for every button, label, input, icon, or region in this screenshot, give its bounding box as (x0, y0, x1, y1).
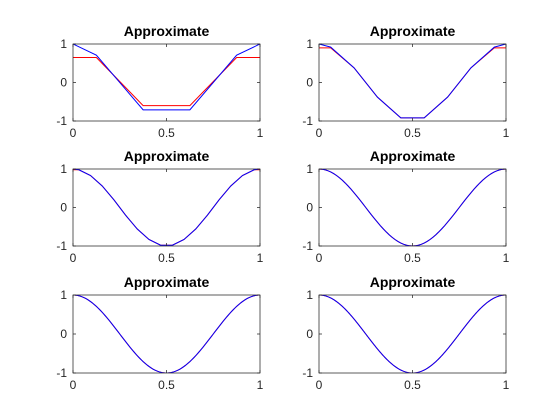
plot-area (73, 169, 260, 246)
subplot-title: Approximate (370, 148, 456, 164)
subplot-title: Approximate (370, 23, 456, 39)
y-tick-label: 1 (60, 37, 67, 51)
y-tick-label: -1 (56, 239, 67, 253)
plot-area (73, 295, 260, 373)
x-tick-label: 1 (257, 126, 264, 140)
subplot-title: Approximate (124, 148, 210, 164)
y-tick-label: 1 (60, 162, 67, 176)
x-tick-label: 0 (70, 378, 77, 392)
y-tick-label: -1 (302, 239, 313, 253)
y-tick-label: -1 (302, 366, 313, 380)
series-line-2 (319, 295, 506, 373)
plot-area (319, 169, 506, 246)
y-tick-label: 0 (306, 327, 313, 341)
x-tick-label: 1 (257, 378, 264, 392)
plot-area (319, 295, 506, 373)
x-tick-label: 0 (316, 378, 323, 392)
y-tick-label: -1 (302, 114, 313, 128)
x-tick-label: 0 (70, 126, 77, 140)
x-tick-label: 1 (503, 126, 510, 140)
series-line-2 (319, 44, 506, 119)
subplot-title: Approximate (370, 274, 456, 290)
series-line-2 (73, 44, 260, 111)
y-tick-label: 0 (306, 201, 313, 215)
x-tick-label: 1 (503, 378, 510, 392)
x-tick-label: 1 (503, 251, 510, 265)
x-tick-label: 0.5 (404, 251, 421, 265)
y-tick-label: 1 (306, 37, 313, 51)
x-tick-label: 0 (70, 251, 77, 265)
series-line-1 (73, 56, 260, 107)
x-tick-label: 1 (257, 251, 264, 265)
y-tick-label: 0 (60, 201, 67, 215)
plot-area (319, 44, 506, 121)
subplot-title: Approximate (124, 23, 210, 39)
x-tick-label: 0.5 (158, 378, 175, 392)
plot-area (73, 44, 260, 121)
x-tick-label: 0.5 (404, 126, 421, 140)
series-line-2 (319, 169, 506, 246)
x-tick-label: 0.5 (158, 126, 175, 140)
y-tick-label: 0 (306, 76, 313, 90)
series-line-2 (73, 295, 260, 373)
y-tick-label: 1 (306, 288, 313, 302)
x-tick-label: 0 (316, 251, 323, 265)
y-tick-label: 1 (306, 162, 313, 176)
y-tick-label: -1 (56, 366, 67, 380)
y-tick-label: 0 (60, 76, 67, 90)
y-tick-label: 1 (60, 288, 67, 302)
y-tick-label: -1 (56, 114, 67, 128)
x-tick-label: 0.5 (158, 251, 175, 265)
subplot-title: Approximate (124, 274, 210, 290)
x-tick-label: 0 (316, 126, 323, 140)
y-tick-label: 0 (60, 327, 67, 341)
x-tick-label: 0.5 (404, 378, 421, 392)
